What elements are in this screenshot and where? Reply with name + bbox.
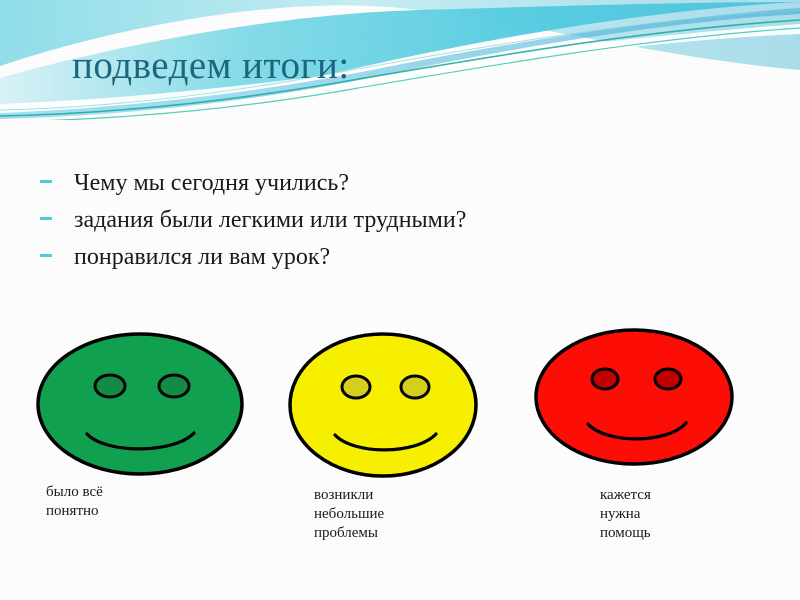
smiley-yellow-icon bbox=[288, 332, 478, 478]
face-block-red: кажется нужна помощь bbox=[532, 326, 736, 543]
face-block-yellow: возникли небольшие проблемы bbox=[286, 330, 480, 543]
eye-right bbox=[653, 367, 683, 391]
bullet-text-3: понравился ли вам урок? bbox=[74, 244, 331, 270]
face-caption-red: кажется нужна помощь bbox=[600, 487, 651, 541]
bullet-dash-icon bbox=[40, 168, 74, 183]
face-caption-green: было всё понятно bbox=[46, 484, 103, 519]
smiley-green-icon bbox=[36, 332, 244, 476]
smiley-face-group: было всё понятно возникли небольшие проб… bbox=[0, 318, 800, 600]
eye-left bbox=[590, 367, 620, 391]
face-ellipse bbox=[36, 332, 244, 476]
mouth-smile bbox=[333, 432, 438, 452]
face-ellipse bbox=[534, 328, 734, 466]
face-ellipse bbox=[288, 332, 478, 478]
bullet-item-2: задания были легкими или трудными? bbox=[40, 205, 510, 236]
eye-right bbox=[157, 373, 191, 399]
eye-right bbox=[399, 374, 431, 400]
mouth-smile bbox=[85, 431, 196, 451]
bullet-dash-icon bbox=[40, 205, 74, 220]
eye-left bbox=[93, 373, 127, 399]
bullet-text-1: Чему мы сегодня учились? bbox=[74, 170, 349, 196]
eye-left bbox=[340, 374, 372, 400]
smiley-red-icon bbox=[534, 328, 734, 466]
face-caption-yellow: возникли небольшие проблемы bbox=[314, 487, 385, 541]
bullet-dash-icon bbox=[40, 242, 74, 257]
mouth-smile bbox=[586, 421, 688, 441]
bullet-item-1: Чему мы сегодня учились? bbox=[40, 168, 510, 199]
bullet-text-2: задания были легкими или трудными? bbox=[74, 207, 467, 233]
page-title: подведем итоги: bbox=[72, 44, 350, 87]
bullet-list: Чему мы сегодня учились? задания были ле… bbox=[40, 168, 510, 279]
bullet-item-3: понравился ли вам урок? bbox=[40, 242, 510, 273]
face-block-green: было всё понятно bbox=[34, 330, 246, 521]
